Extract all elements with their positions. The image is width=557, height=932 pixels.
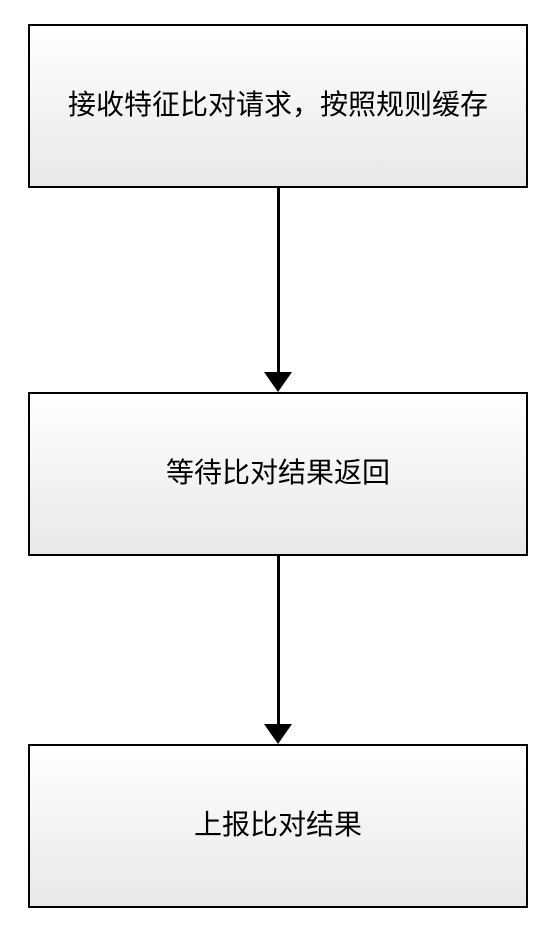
flowchart-node-1: 接收特征比对请求，按照规则缓存 bbox=[28, 24, 528, 188]
arrow-2-head bbox=[264, 724, 292, 744]
arrow-1-line bbox=[277, 188, 280, 374]
node-2-label: 等待比对结果返回 bbox=[166, 454, 390, 493]
flowchart-container: 接收特征比对请求，按照规则缓存 等待比对结果返回 上报比对结果 bbox=[0, 0, 557, 932]
flowchart-node-3: 上报比对结果 bbox=[28, 744, 528, 908]
node-3-label: 上报比对结果 bbox=[194, 806, 362, 845]
flowchart-node-2: 等待比对结果返回 bbox=[28, 392, 528, 556]
arrow-2-line bbox=[277, 556, 280, 726]
arrow-1-head bbox=[264, 372, 292, 392]
node-1-label: 接收特征比对请求，按照规则缓存 bbox=[68, 86, 488, 125]
